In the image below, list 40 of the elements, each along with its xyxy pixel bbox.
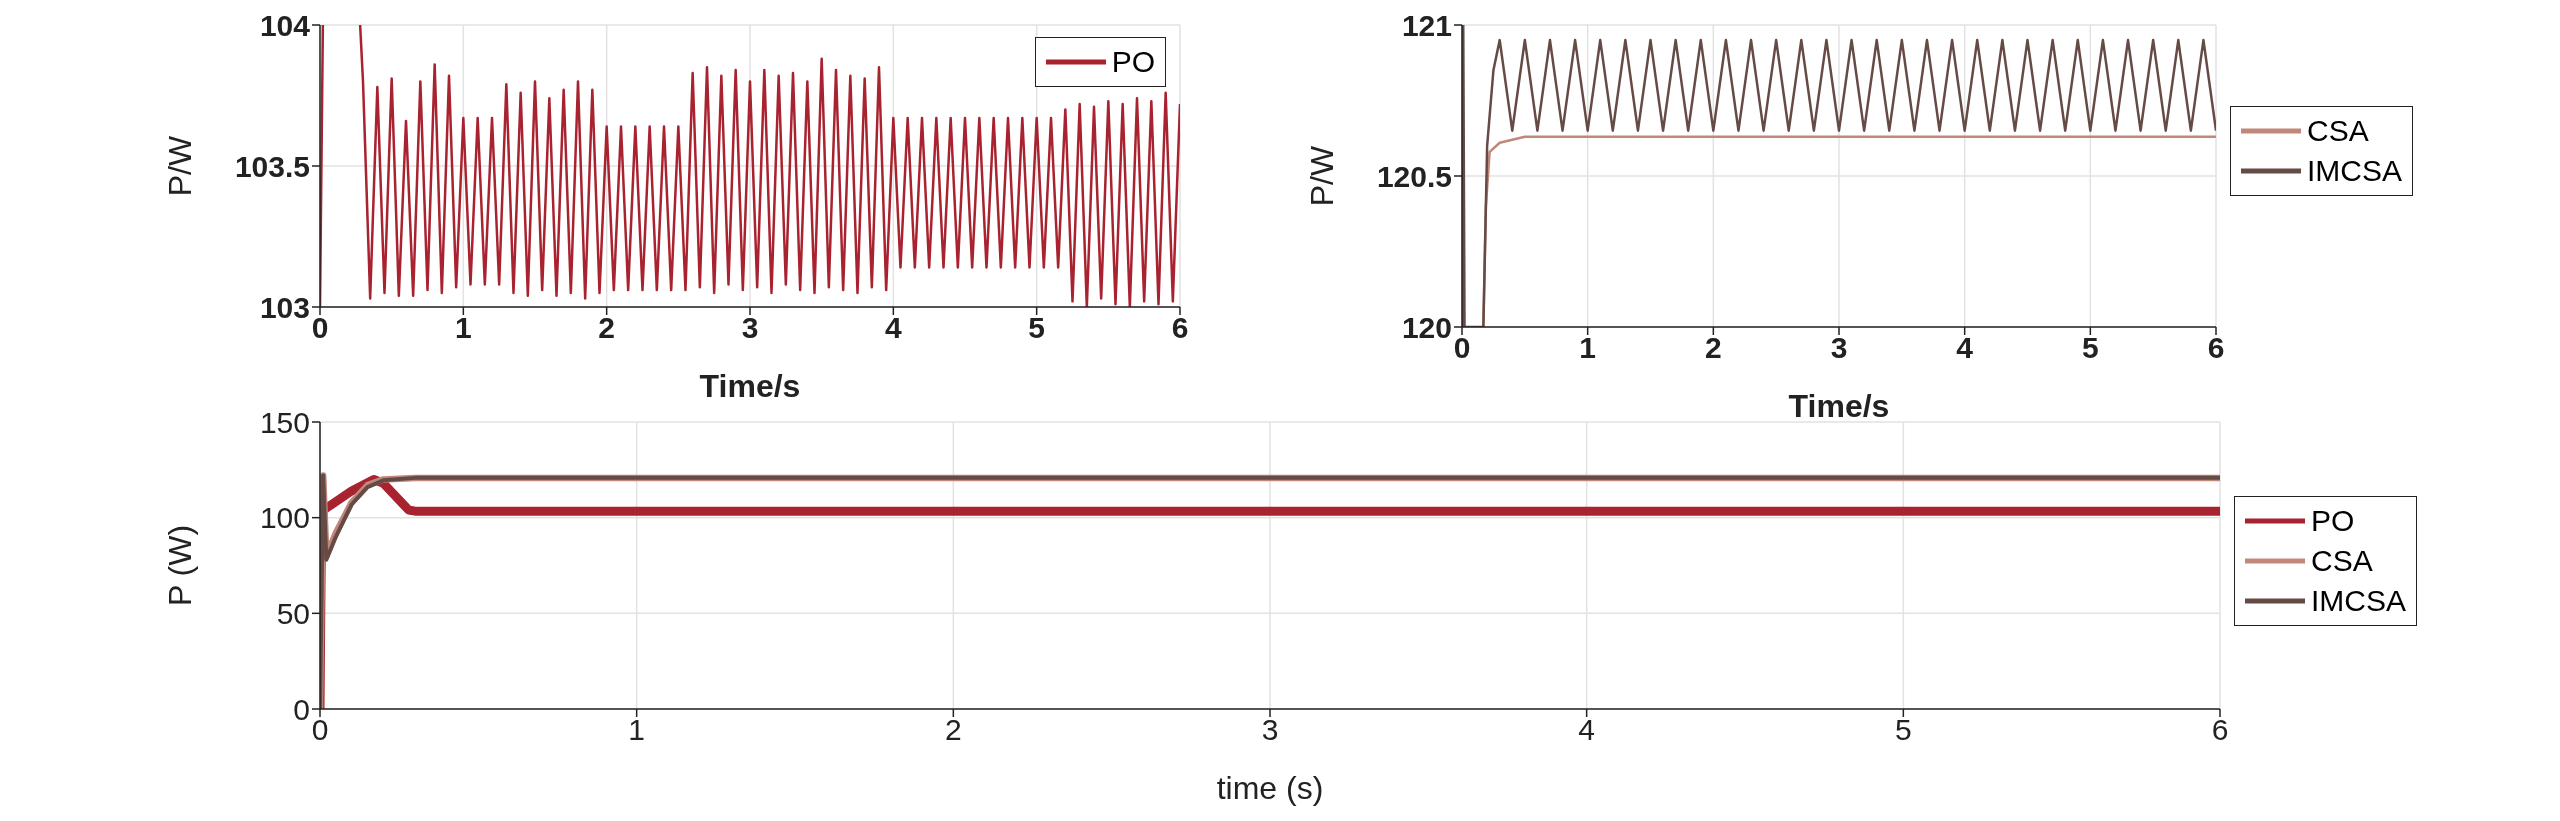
x-axis-title: Time/s bbox=[1788, 388, 1890, 424]
x-tick-label: 4 bbox=[884, 311, 902, 345]
y-tick-label: 103.5 bbox=[234, 149, 310, 183]
x-tick-label: 3 bbox=[741, 311, 759, 345]
x-tick-label: 5 bbox=[2081, 331, 2099, 365]
legend-label: IMCSA bbox=[2307, 153, 2403, 189]
legend-label: CSA bbox=[2311, 542, 2373, 579]
x-tick-label: 5 bbox=[1028, 311, 1046, 345]
x-axis-title: Time/s bbox=[699, 368, 801, 404]
y-tick-label: 0 bbox=[293, 692, 310, 726]
x-axis-title: time (s) bbox=[1216, 770, 1324, 806]
y-tick-label: 50 bbox=[276, 596, 310, 630]
y-tick-label: 103 bbox=[259, 290, 310, 324]
legend-label: IMCSA bbox=[2311, 582, 2407, 619]
x-tick-label: 3 bbox=[1261, 713, 1279, 747]
x-tick-label: 4 bbox=[1578, 713, 1596, 747]
x-tick-label: 1 bbox=[1579, 331, 1597, 365]
x-tick-label: 6 bbox=[2211, 713, 2229, 747]
x-tick-label: 1 bbox=[628, 713, 646, 747]
x-tick-label: 2 bbox=[598, 311, 616, 345]
x-tick-label: 6 bbox=[1171, 311, 1189, 345]
x-tick-label: 5 bbox=[1894, 713, 1912, 747]
y-tick-label: 121 bbox=[1401, 8, 1452, 42]
y-axis-title: P/W bbox=[162, 134, 199, 197]
legend-label: PO bbox=[1111, 44, 1155, 80]
y-tick-label: 120.5 bbox=[1376, 159, 1452, 193]
x-tick-label: 6 bbox=[2207, 331, 2225, 365]
y-axis-title: P/W bbox=[1304, 144, 1341, 207]
y-axis-title: P (W) bbox=[162, 524, 199, 607]
x-tick-label: 2 bbox=[944, 713, 962, 747]
x-tick-label: 1 bbox=[454, 311, 472, 345]
x-tick-label: 4 bbox=[1956, 331, 1974, 365]
x-tick-label: 2 bbox=[1704, 331, 1722, 365]
legend-label: CSA bbox=[2307, 113, 2369, 149]
legend-label: PO bbox=[2311, 502, 2355, 539]
y-tick-label: 120 bbox=[1401, 310, 1452, 344]
y-tick-label: 100 bbox=[259, 501, 310, 535]
y-tick-label: 104 bbox=[259, 8, 311, 42]
x-tick-label: 3 bbox=[1830, 331, 1848, 365]
y-tick-label: 150 bbox=[259, 405, 310, 439]
